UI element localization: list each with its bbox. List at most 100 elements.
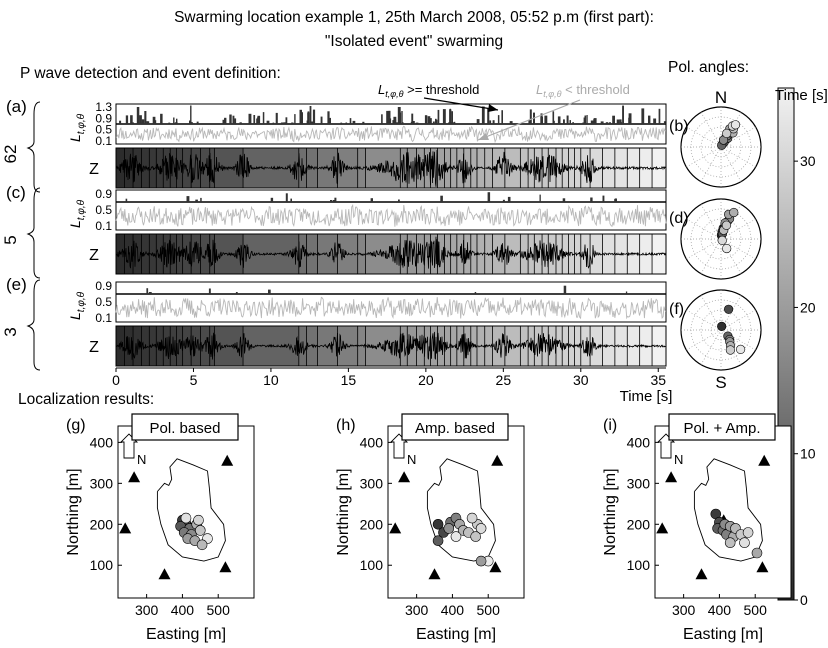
annotation-l-symbol: L	[378, 82, 385, 97]
time-tick-label: 5	[190, 372, 198, 388]
station-marker	[758, 454, 771, 466]
z-time-band	[627, 326, 640, 366]
z-time-band	[528, 234, 535, 274]
station-count-label: 3	[1, 327, 20, 336]
north-arrow-label: N	[137, 452, 146, 467]
z-time-band	[534, 148, 543, 188]
x-tick-label: 300	[135, 602, 159, 618]
z-time-band	[317, 234, 338, 274]
x-tick-label: 500	[477, 602, 501, 618]
l-spike-above-threshold	[529, 109, 532, 124]
polar-spoke	[700, 329, 722, 365]
l-spike-above-threshold	[612, 115, 615, 124]
l-spike-above-threshold	[332, 200, 335, 202]
x-tick-label: 300	[672, 602, 696, 618]
event-location	[196, 539, 208, 551]
l-spike-above-threshold	[352, 120, 356, 124]
z-axis-label: Z	[89, 247, 99, 264]
z-time-band	[191, 234, 201, 274]
l-tick-label: 0.5	[95, 295, 112, 309]
polar-spoke	[686, 126, 722, 148]
row-bracket	[26, 101, 41, 193]
panel-label: (h)	[336, 417, 356, 434]
l-spike-above-threshold	[381, 114, 383, 124]
l-spike-above-threshold	[284, 122, 286, 124]
l-spike-above-threshold	[229, 114, 232, 124]
l-spike-above-threshold	[658, 108, 661, 124]
l-spike-above-threshold	[152, 116, 156, 124]
l-trace-below-threshold	[115, 203, 667, 228]
l-subscript: t,φ,θ	[76, 199, 87, 220]
l-spike-above-threshold	[253, 115, 256, 124]
l-spike-above-threshold	[614, 198, 617, 202]
l-spike-above-threshold	[327, 111, 330, 124]
station-marker	[428, 568, 441, 580]
l-spike-above-threshold	[452, 122, 454, 124]
y-tick-label: 300	[627, 475, 651, 491]
y-tick-label: 400	[360, 434, 384, 450]
annotation-l-symbol: L	[536, 82, 543, 97]
l-spike-above-threshold	[208, 288, 211, 294]
l-tick-label: 0.5	[95, 203, 112, 217]
z-time-band	[542, 234, 549, 274]
event-location	[742, 527, 754, 538]
l-spike-above-threshold	[144, 111, 147, 124]
l-spike-above-threshold	[130, 122, 134, 124]
l-spike-above-threshold	[583, 117, 586, 124]
station-count-label: 62	[1, 145, 20, 164]
station-marker	[756, 561, 769, 573]
station-marker	[656, 522, 669, 534]
l-spike-above-threshold	[600, 121, 604, 124]
l-spike-above-threshold	[270, 197, 274, 202]
annotation-arrowhead-above	[488, 104, 498, 112]
l-spike-above-threshold	[174, 122, 178, 124]
l-spike-above-threshold	[539, 194, 541, 202]
time-tick-label: 0	[112, 372, 120, 388]
polarization-point	[729, 207, 739, 218]
polar-spoke	[720, 146, 756, 168]
l-spike-above-threshold	[248, 113, 252, 124]
z-time-band	[484, 234, 493, 274]
time-tick-label: 20	[418, 372, 434, 388]
annotation-l-subscript: t,φ,θ	[543, 89, 561, 99]
z-time-band	[568, 234, 575, 274]
l-spike-above-threshold	[663, 121, 666, 124]
map-plot: N 300 400 500 100 200 300 400 Easting [m] Northin…	[65, 413, 255, 643]
x-tick-label: 400	[171, 602, 195, 618]
z-time-band	[317, 326, 338, 366]
polarization-point	[730, 120, 741, 130]
l-spike-above-threshold	[437, 109, 440, 124]
l-spike-above-threshold	[266, 120, 270, 124]
polar-spoke	[700, 146, 722, 182]
l-spike-above-threshold	[125, 115, 129, 124]
l-spike-above-threshold	[625, 291, 628, 294]
l-spike-above-threshold	[257, 117, 260, 124]
z-time-band	[456, 326, 464, 366]
z-waveform	[115, 149, 667, 187]
l-spike-above-threshold	[432, 121, 435, 124]
station-marker	[219, 561, 232, 573]
y-axis-label: Northing [m]	[335, 468, 352, 555]
panel-label: (e)	[6, 275, 27, 294]
z-axis-label: Z	[89, 161, 99, 178]
z-time-band	[298, 234, 307, 274]
polarization-point	[717, 321, 727, 332]
l-spike-above-threshold	[320, 116, 323, 124]
trace-panels: (a)62Lt,φ,θ1.30.90.50.1Z(c)5Lt,φ,θ0.90.5…	[1, 82, 667, 371]
l-spike-above-threshold	[280, 122, 283, 124]
polar-spoke	[686, 218, 722, 240]
l-spike-above-threshold	[299, 109, 302, 124]
l-symbol: L	[67, 312, 83, 320]
x-axis-label: Easting [m]	[146, 626, 226, 643]
map-plot: N 300 400 500 100 200 300 400 Easting [m] Northin…	[335, 413, 525, 643]
l-spike-above-threshold	[285, 117, 288, 124]
time-tick-label: 10	[263, 372, 279, 388]
l-spike-above-threshold	[239, 122, 242, 124]
z-time-band	[156, 234, 164, 274]
l-spike-above-threshold	[449, 109, 452, 124]
l-tick-label: 0.9	[95, 279, 112, 293]
map-plot: N 300 400 500 100 200 300 400 Easting [m] Northin…	[602, 413, 792, 643]
panel-label: (i)	[603, 417, 617, 434]
l-spike-above-threshold	[173, 117, 175, 124]
station-marker	[128, 471, 141, 483]
